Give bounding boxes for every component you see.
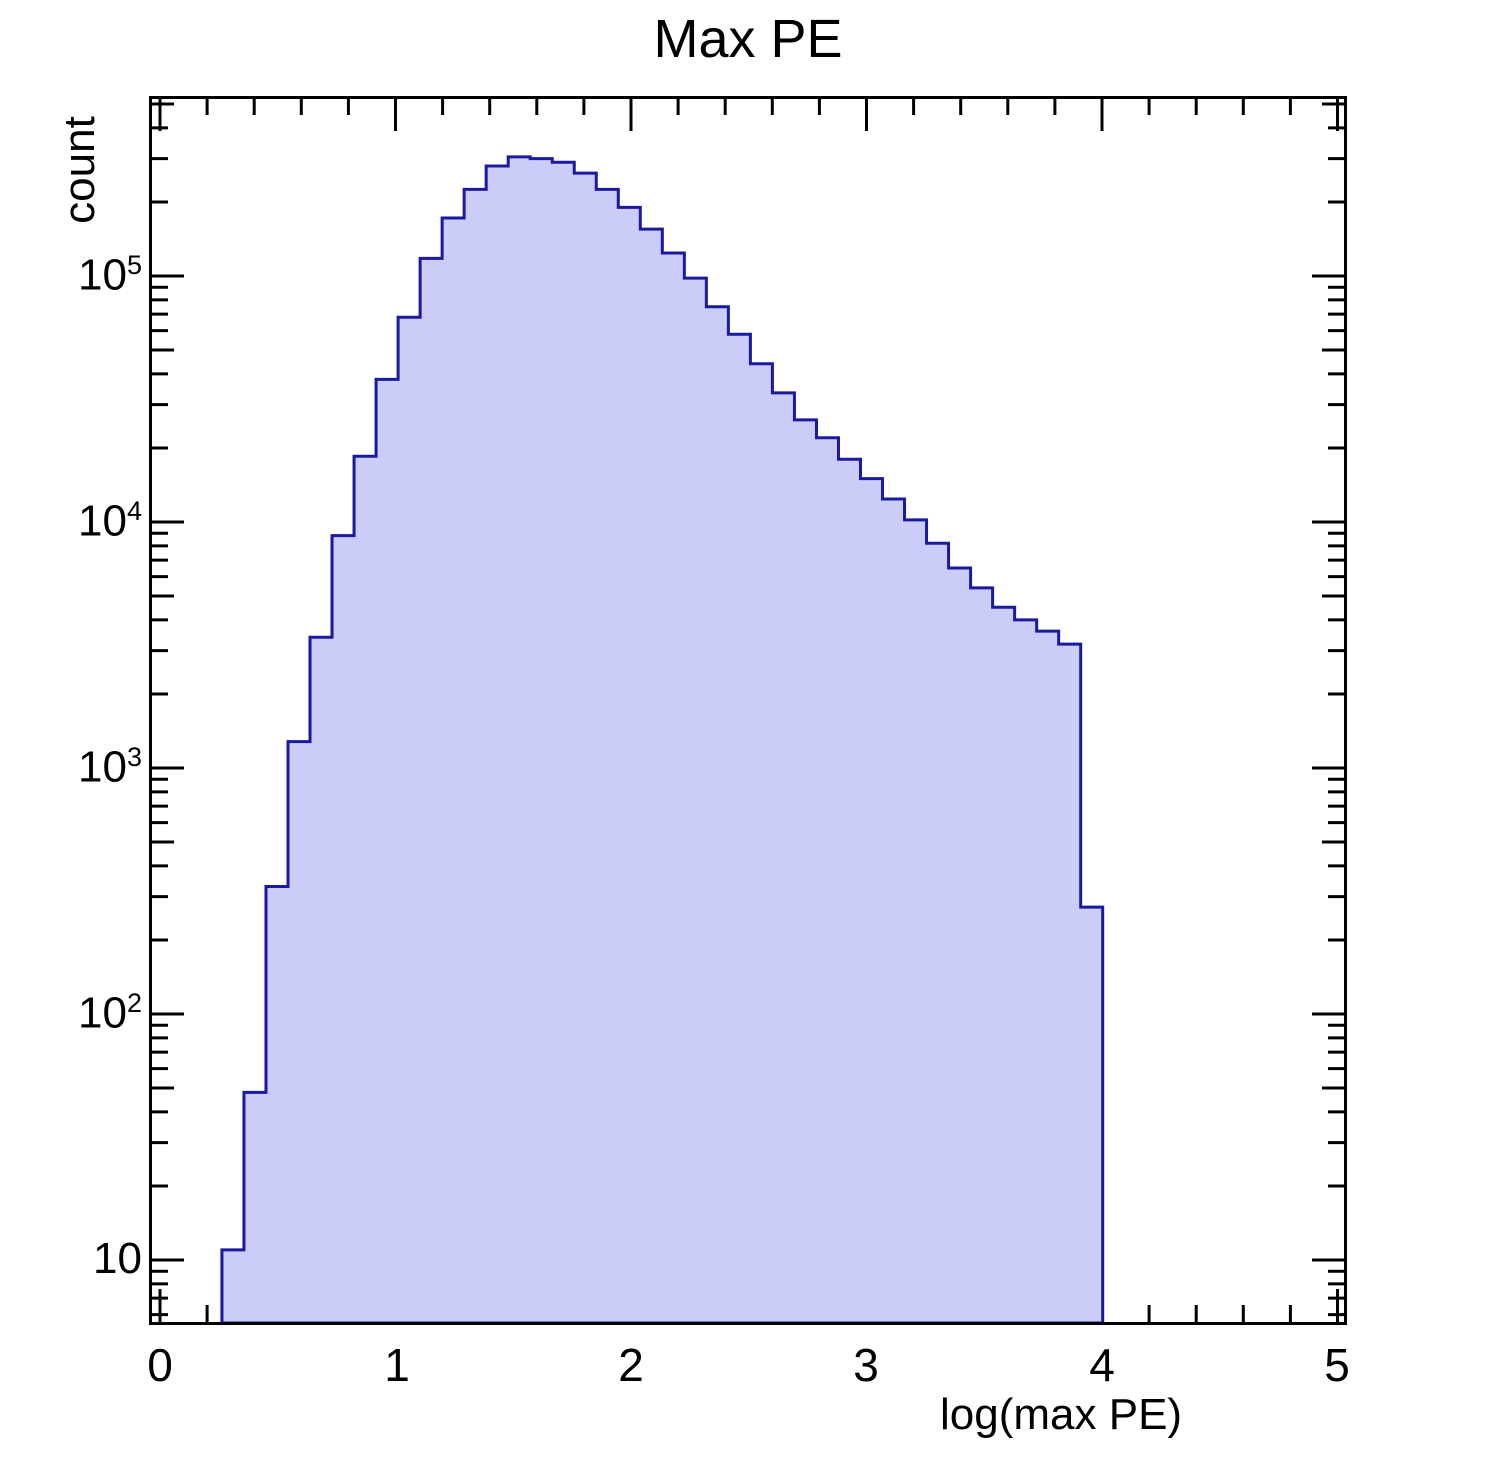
chart-title: Max PE (653, 9, 843, 69)
y-tick-label-1e4: 104 (78, 496, 142, 546)
x-tick-label-5: 5 (1324, 1339, 1350, 1391)
x-tick-label-3: 3 (853, 1339, 879, 1391)
x-tick-label-4: 4 (1089, 1339, 1115, 1391)
y-tick-label-1e3: 103 (78, 742, 142, 792)
histogram-series (220, 155, 1105, 1325)
y-tick-label-1e5: 105 (78, 250, 142, 300)
x-axis-label: log(max PE) (940, 1390, 1183, 1439)
x-tick-label-0: 0 (147, 1339, 173, 1391)
x-tick-label-2: 2 (618, 1339, 644, 1391)
x-tick-label-1: 1 (384, 1339, 410, 1391)
y-tick-label-1e2: 102 (78, 988, 142, 1038)
plot-frame (149, 96, 1347, 1325)
y-tick-label-1e1: 10 (93, 1234, 142, 1283)
